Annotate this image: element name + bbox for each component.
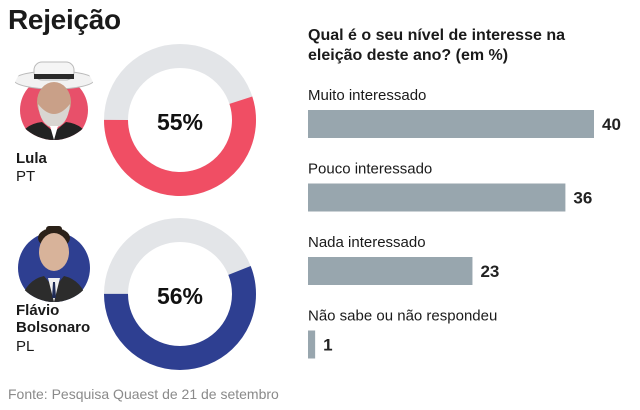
lula-photo-icon (12, 56, 96, 140)
interest-bar-section: Qual é o seu nível de interesse na eleiç… (308, 26, 628, 376)
candidate-party: PL (16, 338, 35, 355)
donut-label: 56% (157, 283, 203, 309)
avatar (12, 56, 96, 140)
candidate-party: PT (16, 168, 36, 185)
bar-value-label: 36 (573, 189, 592, 208)
donut-chart-lula: 55% (104, 44, 256, 196)
flavio-photo-icon (12, 218, 96, 302)
donut-slice-lula (104, 44, 256, 196)
bar-value-label: 1 (323, 336, 332, 355)
bar-category-label: Pouco interessado (308, 161, 432, 178)
donut-slice-flavio (104, 218, 256, 370)
bar-category-label: Nada interessado (308, 234, 426, 251)
candidate-name: Lula (16, 150, 47, 167)
bar-value-label: 23 (480, 262, 499, 281)
bar-category-label: Não sabe ou não respondeu (308, 308, 497, 325)
bar-category-label: Muito interessado (308, 87, 426, 104)
avatar (12, 218, 96, 302)
bar (308, 110, 594, 138)
candidate-lula: Lula PT 55% (0, 42, 280, 202)
bar-value-label: 40 (602, 115, 621, 134)
interest-bar-chart: Muito interessado 40 Pouco interessado 36 Na… (308, 87, 621, 359)
bar (308, 330, 316, 359)
donut-label: 55% (157, 109, 203, 135)
bar (308, 257, 473, 285)
candidate-flavio: Flávio Bolsonaro PL 56% (0, 208, 280, 370)
donut-chart-flavio: 56% (104, 218, 256, 370)
source-note: Fonte: Pesquisa Quaest de 21 de setembro (8, 386, 279, 402)
bar-chart-title: Qual é o seu nível de interesse na eleiç… (308, 27, 565, 64)
chart-title: Rejeição (8, 4, 121, 35)
candidate-name: Flávio Bolsonaro (16, 302, 91, 336)
bar (308, 183, 566, 212)
